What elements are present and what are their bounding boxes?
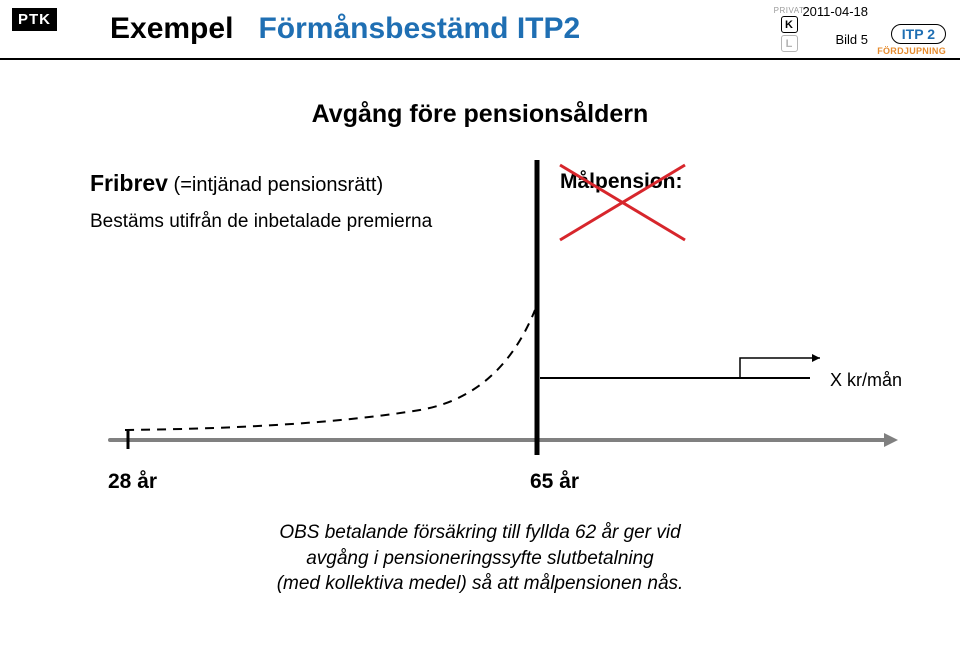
obs-paragraph: OBS betalande försäkring till fyllda 62 … (0, 520, 960, 597)
k-box: K (781, 16, 798, 33)
subtitle: Avgång före pensionsåldern (0, 100, 960, 129)
deepening-label: FÖRDJUPNING (877, 46, 946, 56)
title-main: Förmånsbestämd ITP2 (258, 12, 580, 45)
slide-date: 2011-04-18 (802, 4, 868, 19)
slide-title: Exempel Förmånsbestämd ITP2 (110, 12, 580, 46)
timeline-diagram (80, 160, 920, 480)
slide-header: PTK Exempel Förmånsbestämd ITP2 PRIVAT K… (0, 0, 960, 78)
obs-line1: OBS betalande försäkring till fyllda 62 … (279, 522, 680, 543)
x-kr-man-label: X kr/mån (830, 370, 902, 391)
age-start: 28 år (108, 470, 157, 494)
obs-line3: (med kollektiva medel) så att målpension… (277, 573, 684, 594)
l-box: L (781, 35, 798, 52)
slide-number: Bild 5 (835, 32, 868, 47)
age-end: 65 år (530, 470, 579, 494)
title-prefix: Exempel (110, 12, 233, 45)
itp2-badge: ITP 2 (891, 24, 946, 44)
header-right-cluster: PRIVAT K L 2011-04-18 Bild 5 ITP 2 FÖRDJ… (761, 4, 946, 62)
ptk-logo: PTK (12, 8, 57, 31)
obs-line2: avgång i pensioneringssyfte slutbetalnin… (306, 548, 654, 569)
